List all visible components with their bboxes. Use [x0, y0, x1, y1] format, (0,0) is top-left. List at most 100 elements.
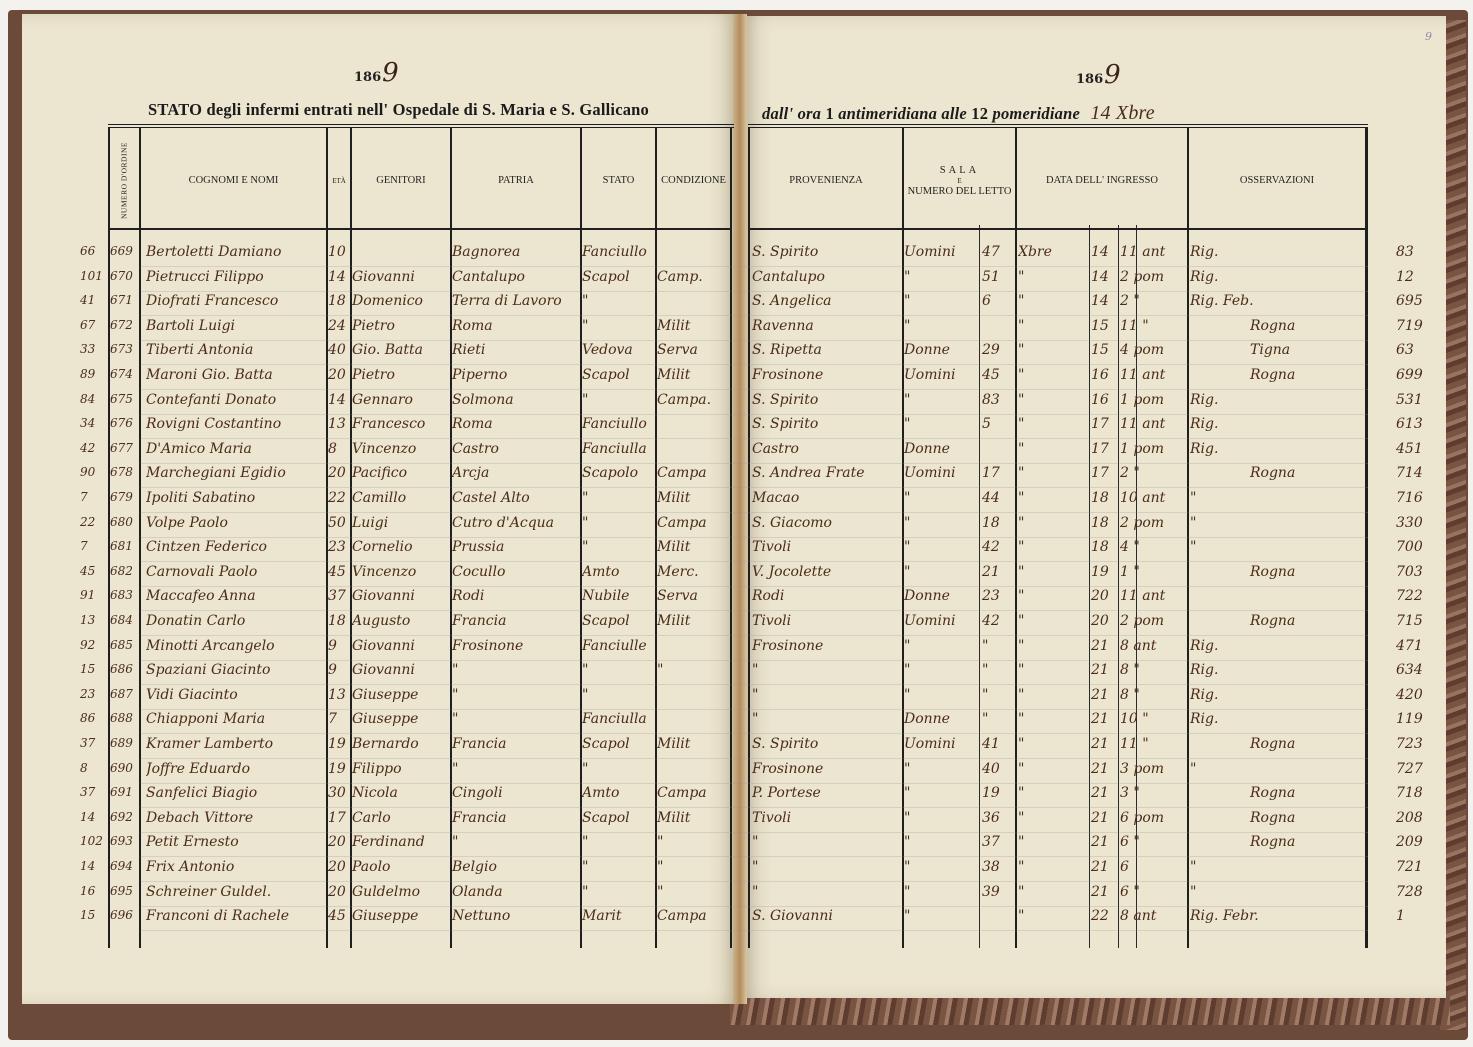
marital-status: " [582, 293, 589, 310]
ruled-line [140, 266, 1368, 267]
admission-day: 21 [1091, 686, 1109, 703]
ward: Uomini [904, 465, 956, 482]
parent-name: Guldelmo [352, 883, 421, 900]
parent-name: Francesco [352, 416, 426, 433]
table-row: 42 677 D'Amico Maria 8 Vincenzo Castro Fanciul… [0, 441, 1473, 466]
patient-name: Contefanti Donato [146, 391, 277, 408]
order-number: 676 [110, 416, 133, 431]
marital-status: Fanciulle [582, 637, 647, 654]
margin-number: 23 [80, 686, 96, 701]
admission-month: " [1018, 736, 1025, 752]
birthplace: Terra di Lavoro [452, 293, 562, 310]
age: 50 [328, 514, 346, 531]
provenance: S. Spirito [752, 736, 819, 752]
marital-status: " [582, 391, 589, 408]
occupation: Milit [657, 317, 691, 334]
bed-number: 29 [982, 342, 1000, 359]
provenance: Tivoli [752, 809, 792, 826]
ruled-line [140, 905, 1368, 907]
table-row: 84 675 Contefanti Donato 14 Gennaro Solmona " C… [0, 392, 1473, 417]
reference-number: 714 [1396, 465, 1423, 482]
parent-name: Gio. Batta [352, 342, 423, 359]
admission-time: 10 " [1120, 711, 1149, 728]
admission-time: 8 ant [1120, 637, 1157, 654]
year-printed: 186 [1076, 72, 1104, 87]
patient-name: Bertoletti Damiano [146, 244, 282, 260]
reference-number: 531 [1396, 391, 1423, 408]
reference-number: 695 [1396, 293, 1423, 310]
margin-number: 90 [80, 465, 96, 480]
provenance: S. Giovanni [752, 908, 833, 925]
admission-day: 17 [1091, 440, 1109, 457]
provenance: " [752, 686, 759, 703]
order-number: 683 [110, 588, 133, 603]
bed-number: 36 [982, 809, 1000, 826]
age: 22 [328, 490, 346, 506]
reference-number: 471 [1396, 637, 1423, 654]
patient-name: Diofrati Francesco [146, 293, 279, 310]
reference-number: 634 [1396, 662, 1423, 679]
provenance: S. Spirito [752, 391, 819, 408]
header-genitori: GENITORI [376, 175, 426, 187]
patient-name: Frix Antonio [146, 859, 235, 875]
ruled-line [140, 708, 1368, 710]
bed-number: " [982, 662, 989, 679]
ward: " [904, 686, 911, 703]
order-number: 675 [110, 391, 133, 406]
bed-number: 83 [982, 391, 1000, 408]
page-title-continued: dall' ora 1 antimeridiana alle 12 pomeri… [762, 102, 1155, 125]
ward: " [904, 268, 911, 285]
bed-number: 44 [982, 490, 1000, 506]
admission-time: 1 pom [1120, 391, 1165, 408]
margin-number: 67 [80, 317, 96, 332]
marital-status: Fanciulla [582, 711, 647, 728]
table-row: 16 695 Schreiner Guldel. 20 Guldelmo Olanda " "… [0, 884, 1473, 909]
title-hour: 1 [825, 104, 834, 123]
order-number: 688 [110, 711, 133, 726]
marbled-edge-bottom [730, 995, 1450, 1025]
order-number: 682 [110, 563, 133, 578]
age: 17 [328, 809, 346, 826]
patient-name: Debach Vittore [146, 809, 254, 826]
ward: Uomini [904, 367, 956, 383]
header-sala-line: E [957, 176, 962, 185]
parent-name: Cornelio [352, 539, 413, 556]
ruled-line [140, 733, 1368, 735]
admission-time: 11 ant [1120, 244, 1166, 260]
order-number: 692 [110, 809, 133, 824]
admission-time: 11 " [1120, 736, 1149, 752]
admission-month: " [1018, 637, 1025, 654]
bed-number: 6 [982, 293, 991, 310]
age: 7 [328, 711, 337, 728]
marital-status: " [582, 686, 589, 703]
ruled-line [140, 635, 1368, 636]
patient-name: Donatin Carlo [146, 613, 246, 629]
ward: Uomini [904, 613, 956, 629]
birthplace: Cutro d'Acqua [452, 514, 555, 531]
age: 18 [328, 613, 346, 629]
birthplace: Roma [452, 416, 493, 433]
admission-time: 8 " [1120, 686, 1140, 703]
ward: " [904, 908, 911, 925]
admission-month: " [1018, 834, 1025, 851]
ruled-line [140, 462, 1368, 464]
header-sala-line: NUMERO DEL LETTO [907, 186, 1012, 198]
admission-month: " [1018, 317, 1025, 334]
provenance: P. Portese [752, 785, 821, 802]
patient-name: Kramer Lamberto [146, 736, 274, 752]
birthplace: Francia [452, 736, 507, 752]
table-row: 14 692 Debach Vittore 17 Carlo Francia Scapol M… [0, 810, 1473, 835]
admission-day: 15 [1091, 342, 1109, 359]
header-provenienza: PROVENIENZA [789, 175, 863, 187]
ruled-line [140, 856, 1368, 858]
year-printed: 186 [354, 70, 382, 85]
age: 9 [328, 662, 337, 679]
header-condizione: CONDIZIONE [661, 175, 726, 187]
observations: Rig. [1190, 711, 1219, 728]
admission-month: " [1018, 514, 1025, 531]
ruled-line [140, 758, 1368, 759]
bed-number: 51 [982, 268, 1000, 285]
admission-month: " [1018, 342, 1025, 359]
admission-month: " [1018, 293, 1025, 310]
bed-number: 19 [982, 785, 1000, 802]
